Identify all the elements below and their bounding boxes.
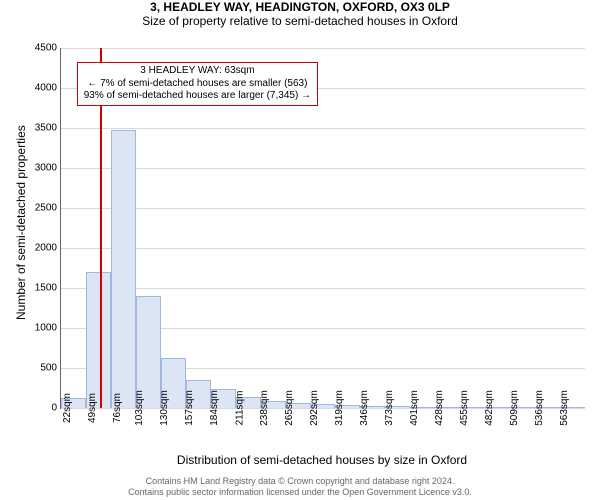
y-tick: 4000 (35, 82, 61, 93)
footer-line-1: Contains HM Land Registry data © Crown c… (0, 476, 600, 487)
histogram-bar (86, 272, 111, 408)
histogram-bar (111, 130, 136, 408)
gridline (61, 208, 585, 209)
annotation-line: 93% of semi-detached houses are larger (… (84, 90, 311, 103)
x-tick: 319sqm (330, 390, 345, 426)
x-tick: 265sqm (280, 390, 295, 426)
plot-area: 05001000150020002500300035004000450022sq… (60, 48, 584, 408)
x-tick: 401sqm (405, 390, 420, 426)
x-tick: 211sqm (231, 391, 246, 426)
y-tick: 1000 (35, 323, 61, 334)
chart-title: 3, HEADLEY WAY, HEADINGTON, OXFORD, OX3 … (0, 0, 600, 14)
footer-line-2: Contains public sector information licen… (0, 487, 600, 498)
x-tick: 184sqm (205, 390, 220, 426)
y-tick: 2500 (35, 202, 61, 213)
y-axis-label: Number of semi-detached properties (14, 125, 28, 320)
gridline (61, 128, 585, 129)
gridline (61, 248, 585, 249)
x-tick: 76sqm (108, 393, 123, 423)
gridline (61, 48, 585, 49)
annotation-line: ← 7% of semi-detached houses are smaller… (84, 78, 311, 91)
x-tick: 103sqm (131, 390, 146, 426)
x-tick: 428sqm (430, 390, 445, 426)
y-tick: 500 (40, 362, 61, 373)
x-axis-label: Distribution of semi-detached houses by … (60, 453, 584, 467)
x-tick: 49sqm (83, 393, 98, 423)
annotation-box: 3 HEADLEY WAY: 63sqm← 7% of semi-detache… (77, 62, 318, 106)
x-tick: 238sqm (255, 390, 270, 426)
x-tick: 482sqm (480, 390, 495, 426)
footer: Contains HM Land Registry data © Crown c… (0, 476, 600, 499)
x-tick: 22sqm (58, 393, 73, 423)
y-tick: 3000 (35, 163, 61, 174)
x-tick: 455sqm (455, 390, 470, 426)
x-tick: 536sqm (530, 390, 545, 426)
x-tick: 563sqm (555, 390, 570, 426)
gridline (61, 288, 585, 289)
plot: 05001000150020002500300035004000450022sq… (60, 48, 585, 409)
annotation-line: 3 HEADLEY WAY: 63sqm (84, 65, 311, 78)
y-tick: 3500 (35, 122, 61, 133)
x-tick: 157sqm (180, 390, 195, 426)
x-tick: 292sqm (305, 390, 320, 426)
y-tick: 4500 (35, 43, 61, 54)
y-tick: 2000 (35, 243, 61, 254)
x-tick: 130sqm (155, 390, 170, 426)
chart-subtitle: Size of property relative to semi-detach… (0, 14, 600, 28)
y-tick: 1500 (35, 283, 61, 294)
gridline (61, 168, 585, 169)
x-tick: 346sqm (355, 390, 370, 426)
x-tick: 373sqm (380, 390, 395, 426)
x-tick: 509sqm (505, 390, 520, 426)
